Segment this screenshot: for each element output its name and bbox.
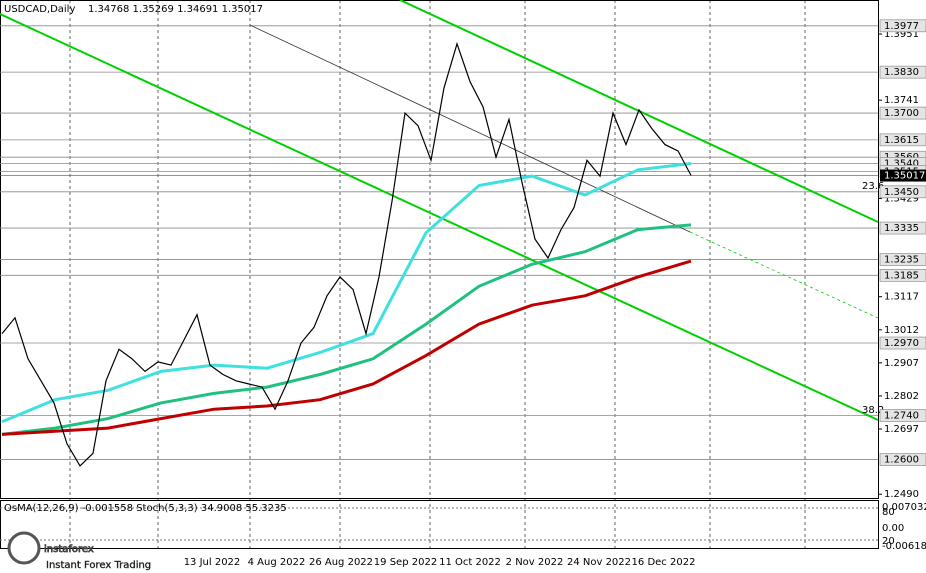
y-tick-label: 1.2802 [884,391,919,402]
last-price-label: 1.35017 [884,171,925,182]
y-tick-label: 1.3012 [884,325,919,336]
level-label: 1.3185 [884,270,919,281]
x-tick-label: 13 Jul 2022 [184,557,241,568]
level-box [879,253,926,266]
x-tick-label: 24 Nov 2022 [567,557,631,568]
vertical-grid [69,0,806,548]
level-label: 1.2600 [884,455,919,466]
osc-scale: 80 [882,507,895,518]
series-layer [1,41,692,467]
trend-line [689,231,879,319]
moving-average [1,223,692,436]
last-price-box [880,169,926,182]
osc-frame [0,500,879,549]
osc-scale: -0.006188 [882,541,926,552]
price-line [1,41,692,467]
osc-scale: 0.0070325 [882,502,926,513]
price-axis: 1.3951 1.3741 1.3429 1.3117 1.3012 1.2907 1.28… [878,19,926,500]
level-label: 1.2970 [884,338,919,349]
fib-label: 23.6 [862,181,884,192]
y-tick-label: 1.3951 [884,29,919,40]
tagline: Instant Forex Trading [46,560,151,571]
watermark: instaforex Instant Forex Trading [7,531,151,571]
date-axis: 13 Jul 2022 4 Aug 2022 26 Aug 2022 19 Sep 2… [184,557,696,568]
osc-scale: 20 [882,536,895,547]
level-label: 1.2740 [884,410,919,421]
symbol-title: USDCAD,Daily [4,4,75,15]
level-box [879,453,926,466]
main-frame [0,0,879,499]
level-label: 1.3335 [884,223,919,234]
x-tick-label: 2 Nov 2022 [506,557,564,568]
y-tick-label: 1.3741 [884,95,919,106]
y-tick-label: 1.2490 [884,489,919,500]
level-label: 1.3830 [884,67,919,78]
x-tick-label: 26 Aug 2022 [309,557,373,568]
moving-average [1,162,692,424]
y-tick-label: 1.3117 [884,292,919,303]
level-label: 1.3450 [884,187,919,198]
quote: 1.34768 1.35269 1.34691 1.35017 [88,4,263,15]
level-box [879,106,926,120]
osc-label: OsMA(12,26,9) -0.001558 Stoch(5,3,3) 34.… [4,503,287,514]
y-tick-label: 1.2907 [884,358,919,369]
level-label: 1.3540 [884,158,919,169]
x-tick-label: 16 Dec 2022 [632,557,696,568]
x-tick-label: 19 Sep 2022 [374,557,437,568]
logo [7,531,41,565]
level-box [879,65,926,79]
y-tick-label: 1.3429 [884,193,919,204]
level-label: 1.3615 [884,135,919,146]
level-box [879,409,926,422]
level-box [879,133,926,147]
level-box [879,336,926,350]
level-box [879,185,926,199]
level-label: 1.3977 [884,21,919,32]
level-label: 1.3700 [884,108,919,119]
osc-scale: 0.00 [882,523,904,534]
moving-average [1,259,692,436]
level-label: 1.3235 [884,255,919,266]
level-box [879,269,926,282]
x-tick-label: 11 Oct 2022 [439,557,501,568]
brand: instaforex [44,544,94,555]
trend-line [249,24,691,233]
y-tick-label: 1.2697 [884,424,919,435]
x-tick-label: 4 Aug 2022 [248,557,306,568]
trend-line [0,13,879,421]
fib-label: 38.2 [862,405,884,416]
level-box [879,19,926,33]
level-box [879,221,926,235]
